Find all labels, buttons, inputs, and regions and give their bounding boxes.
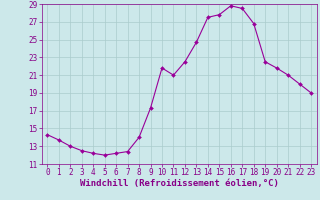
X-axis label: Windchill (Refroidissement éolien,°C): Windchill (Refroidissement éolien,°C): [80, 179, 279, 188]
